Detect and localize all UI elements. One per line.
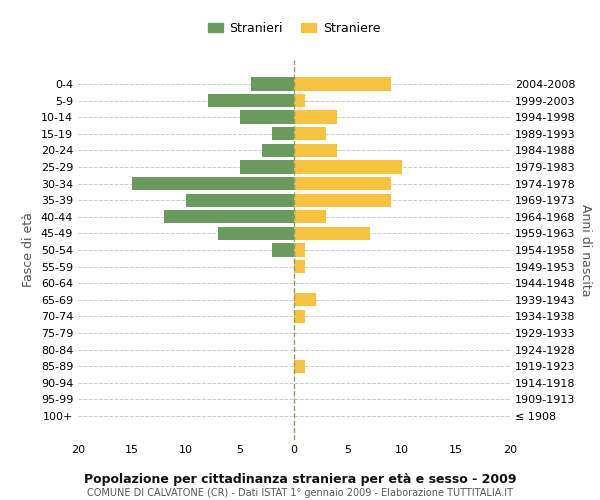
Bar — [294, 160, 402, 173]
Bar — [294, 260, 305, 274]
Bar — [240, 110, 294, 124]
Bar — [294, 194, 391, 207]
Y-axis label: Anni di nascita: Anni di nascita — [579, 204, 592, 296]
Text: COMUNE DI CALVATONE (CR) - Dati ISTAT 1° gennaio 2009 - Elaborazione TUTTITALIA.: COMUNE DI CALVATONE (CR) - Dati ISTAT 1°… — [87, 488, 513, 498]
Bar — [262, 144, 294, 157]
Bar — [294, 110, 337, 124]
Bar — [294, 293, 316, 306]
Text: Popolazione per cittadinanza straniera per età e sesso - 2009: Popolazione per cittadinanza straniera p… — [84, 472, 516, 486]
Bar — [294, 226, 370, 240]
Bar — [294, 244, 305, 256]
Legend: Stranieri, Straniere: Stranieri, Straniere — [203, 17, 385, 40]
Bar — [294, 210, 326, 224]
Bar — [208, 94, 294, 107]
Bar — [294, 360, 305, 373]
Bar — [272, 127, 294, 140]
Bar — [186, 194, 294, 207]
Bar — [164, 210, 294, 224]
Bar — [294, 310, 305, 323]
Bar — [218, 226, 294, 240]
Bar — [132, 177, 294, 190]
Bar — [294, 94, 305, 107]
Bar — [294, 177, 391, 190]
Bar — [251, 78, 294, 90]
Bar — [240, 160, 294, 173]
Bar — [294, 78, 391, 90]
Y-axis label: Fasce di età: Fasce di età — [22, 212, 35, 288]
Bar — [294, 127, 326, 140]
Bar — [294, 144, 337, 157]
Bar — [272, 244, 294, 256]
